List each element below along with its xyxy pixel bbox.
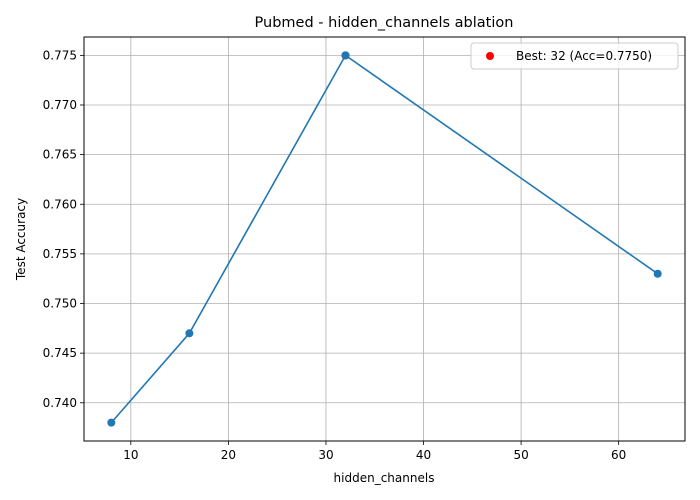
y-tick-label: 0.745 — [43, 346, 77, 360]
x-axis-title: hidden_channels — [334, 471, 435, 485]
y-tick-label: 0.755 — [43, 247, 77, 261]
y-tick-label: 0.765 — [43, 148, 77, 162]
series-line — [110, 54, 659, 424]
y-tick-label: 0.770 — [43, 98, 77, 112]
ticks: 10 20 30 40 50 60 0.740 0.745 0.750 0.755 0.760 0.7… — [43, 48, 627, 462]
x-tick-label: 50 — [513, 448, 528, 462]
y-tick-label: 0.775 — [43, 48, 77, 62]
y-tick-label: 0.740 — [43, 396, 77, 410]
x-tick-label: 20 — [221, 448, 236, 462]
data-point — [185, 329, 194, 338]
y-axis-title: Test Accuracy — [14, 198, 28, 281]
data-point — [653, 269, 662, 278]
y-tick-label: 0.750 — [43, 297, 77, 311]
chart-title: Pubmed - hidden_channels ablation — [255, 15, 514, 31]
legend-label: Best: 32 (Acc=0.7750) — [516, 49, 652, 63]
series-layer — [107, 51, 662, 427]
y-tick-label: 0.760 — [43, 197, 77, 211]
data-point — [107, 418, 116, 427]
x-tick-label: 60 — [611, 448, 626, 462]
x-tick-label: 40 — [416, 448, 431, 462]
legend-box — [470, 42, 679, 70]
x-tick-label: 10 — [123, 448, 138, 462]
x-tick-label: 30 — [318, 448, 333, 462]
plot-frame — [83, 36, 686, 442]
best-layer — [341, 51, 350, 60]
legend-marker-icon — [486, 52, 494, 60]
legend: Best: 32 (Acc=0.7750) — [470, 42, 679, 70]
data-point-overlay — [341, 51, 350, 60]
